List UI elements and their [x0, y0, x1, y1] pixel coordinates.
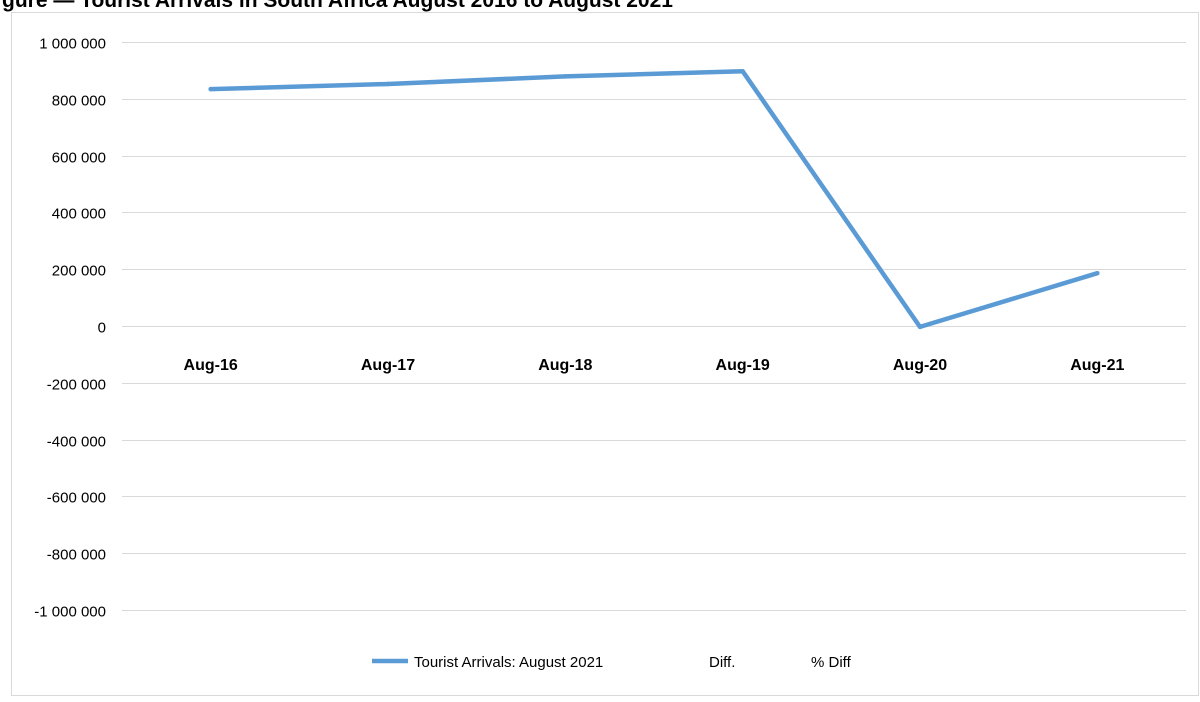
x-tick-label: Aug-19 — [716, 357, 770, 374]
data-point — [563, 74, 568, 79]
series-layer — [208, 69, 1100, 330]
x-tick-label: Aug-20 — [893, 357, 947, 374]
x-tick-label: Aug-18 — [538, 357, 592, 374]
x-axis-tick-labels: Aug-16 Aug-17 Aug-18 Aug-19 Aug-20 Aug-21 — [184, 357, 1125, 374]
x-tick-label: Aug-17 — [361, 357, 415, 374]
gridlines — [122, 42, 1186, 611]
y-tick-label: 200 000 — [52, 263, 106, 280]
y-tick-label: 0 — [98, 320, 106, 337]
y-tick-label: -800 000 — [47, 547, 106, 564]
y-tick-label: 1 000 000 — [39, 36, 106, 53]
chart-border — [11, 12, 1199, 696]
y-tick-label: -400 000 — [47, 434, 106, 451]
x-tick-label: Aug-16 — [184, 357, 238, 374]
data-point — [385, 81, 391, 87]
series-line — [208, 69, 1100, 330]
legend-label: Diff. — [709, 654, 735, 671]
y-tick-label: -200 000 — [47, 377, 106, 394]
y-tick-label: -1 000 000 — [34, 604, 106, 621]
y-tick-label: 400 000 — [52, 206, 106, 223]
y-tick-label: -600 000 — [47, 490, 106, 507]
x-tick-label: Aug-21 — [1070, 357, 1124, 374]
legend-label: % Diff — [811, 654, 852, 671]
y-tick-label: 600 000 — [52, 150, 106, 167]
data-point — [208, 86, 213, 92]
legend: Tourist Arrivals: August 2021 Diff. % Diff — [372, 654, 852, 671]
legend-label: Tourist Arrivals: August 2021 — [414, 654, 603, 671]
y-tick-label: 800 000 — [52, 93, 106, 110]
y-axis-tick-labels: 1 000 000 800 000 600 000 400 000 200 000 0 -2… — [34, 36, 106, 621]
data-point — [1095, 271, 1100, 276]
data-point — [917, 324, 923, 330]
data-point — [740, 69, 745, 74]
